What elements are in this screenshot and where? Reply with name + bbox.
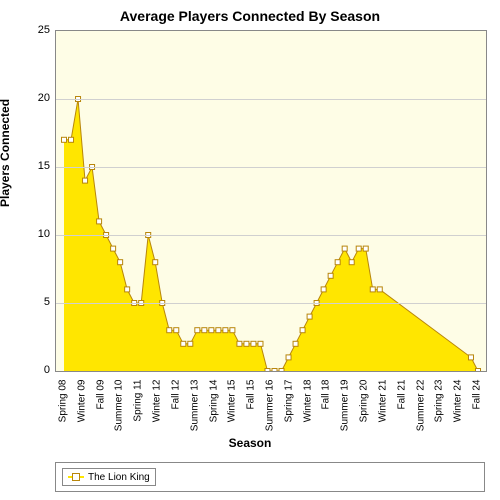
data-marker	[335, 260, 340, 265]
data-marker	[363, 246, 368, 251]
data-marker	[265, 369, 270, 372]
x-tick-label: Fall 24	[472, 380, 483, 440]
data-marker	[216, 328, 221, 333]
x-tick-label: Winter 18	[302, 380, 313, 440]
data-marker	[328, 273, 333, 278]
data-marker	[111, 246, 116, 251]
x-tick-label: Fall 09	[95, 380, 106, 440]
y-tick-label: 15	[38, 160, 50, 172]
data-marker	[476, 369, 481, 372]
data-marker	[69, 137, 74, 142]
data-marker	[300, 328, 305, 333]
x-tick-label: Summer 16	[265, 380, 276, 440]
x-tick-label: Winter 24	[453, 380, 464, 440]
data-marker	[468, 355, 473, 360]
y-tick-label: 0	[44, 364, 50, 376]
data-marker	[195, 328, 200, 333]
legend-swatch	[68, 471, 84, 483]
data-marker	[167, 328, 172, 333]
data-marker	[370, 287, 375, 292]
y-tick-label: 25	[38, 24, 50, 36]
x-tick-label: Fall 12	[170, 380, 181, 440]
data-marker	[209, 328, 214, 333]
x-tick-label: Winter 21	[377, 380, 388, 440]
x-tick-label: Winter 12	[152, 380, 163, 440]
x-tick-label: Fall 15	[246, 380, 257, 440]
data-marker	[279, 369, 284, 372]
data-marker	[118, 260, 123, 265]
plot-area	[55, 30, 487, 372]
data-marker	[244, 341, 249, 346]
data-marker	[237, 341, 242, 346]
legend: The Lion King	[62, 468, 156, 486]
x-tick-label: Spring 20	[359, 380, 370, 440]
data-marker	[125, 287, 130, 292]
data-marker	[286, 355, 291, 360]
chart-container: Average Players Connected By Season Play…	[0, 0, 500, 500]
data-marker	[377, 287, 382, 292]
x-tick-label: Summer 19	[340, 380, 351, 440]
y-tick-label: 5	[44, 296, 50, 308]
chart-title: Average Players Connected By Season	[0, 0, 500, 24]
x-tick-label: Spring 14	[208, 380, 219, 440]
data-marker	[307, 314, 312, 319]
data-marker	[181, 341, 186, 346]
data-marker	[153, 260, 158, 265]
area-chart-svg	[56, 31, 486, 371]
x-tick-label: Summer 13	[189, 380, 200, 440]
x-tick-label: Fall 18	[321, 380, 332, 440]
y-tick-label: 20	[38, 92, 50, 104]
data-marker	[97, 219, 102, 224]
x-tick-label: Spring 08	[58, 380, 69, 440]
x-tick-label: Summer 22	[415, 380, 426, 440]
data-marker	[258, 341, 263, 346]
data-marker	[188, 341, 193, 346]
data-marker	[202, 328, 207, 333]
data-marker	[356, 246, 361, 251]
data-marker	[174, 328, 179, 333]
data-marker	[251, 341, 256, 346]
x-tick-label: Fall 21	[396, 380, 407, 440]
data-marker	[83, 178, 88, 183]
data-marker	[321, 287, 326, 292]
legend-label: The Lion King	[88, 472, 150, 483]
y-axis-label: Players Connected	[0, 99, 12, 207]
x-tick-label: Winter 15	[227, 380, 238, 440]
data-marker	[342, 246, 347, 251]
x-tick-label: Spring 17	[283, 380, 294, 440]
data-marker	[62, 137, 67, 142]
x-axis-label: Season	[229, 436, 272, 450]
y-tick-label: 10	[38, 228, 50, 240]
data-marker	[230, 328, 235, 333]
data-marker	[272, 369, 277, 372]
x-tick-label: Spring 11	[133, 380, 144, 440]
x-tick-label: Winter 09	[76, 380, 87, 440]
x-tick-label: Summer 10	[114, 380, 125, 440]
data-marker	[293, 341, 298, 346]
data-marker	[223, 328, 228, 333]
x-tick-label: Spring 23	[434, 380, 445, 440]
data-marker	[349, 260, 354, 265]
